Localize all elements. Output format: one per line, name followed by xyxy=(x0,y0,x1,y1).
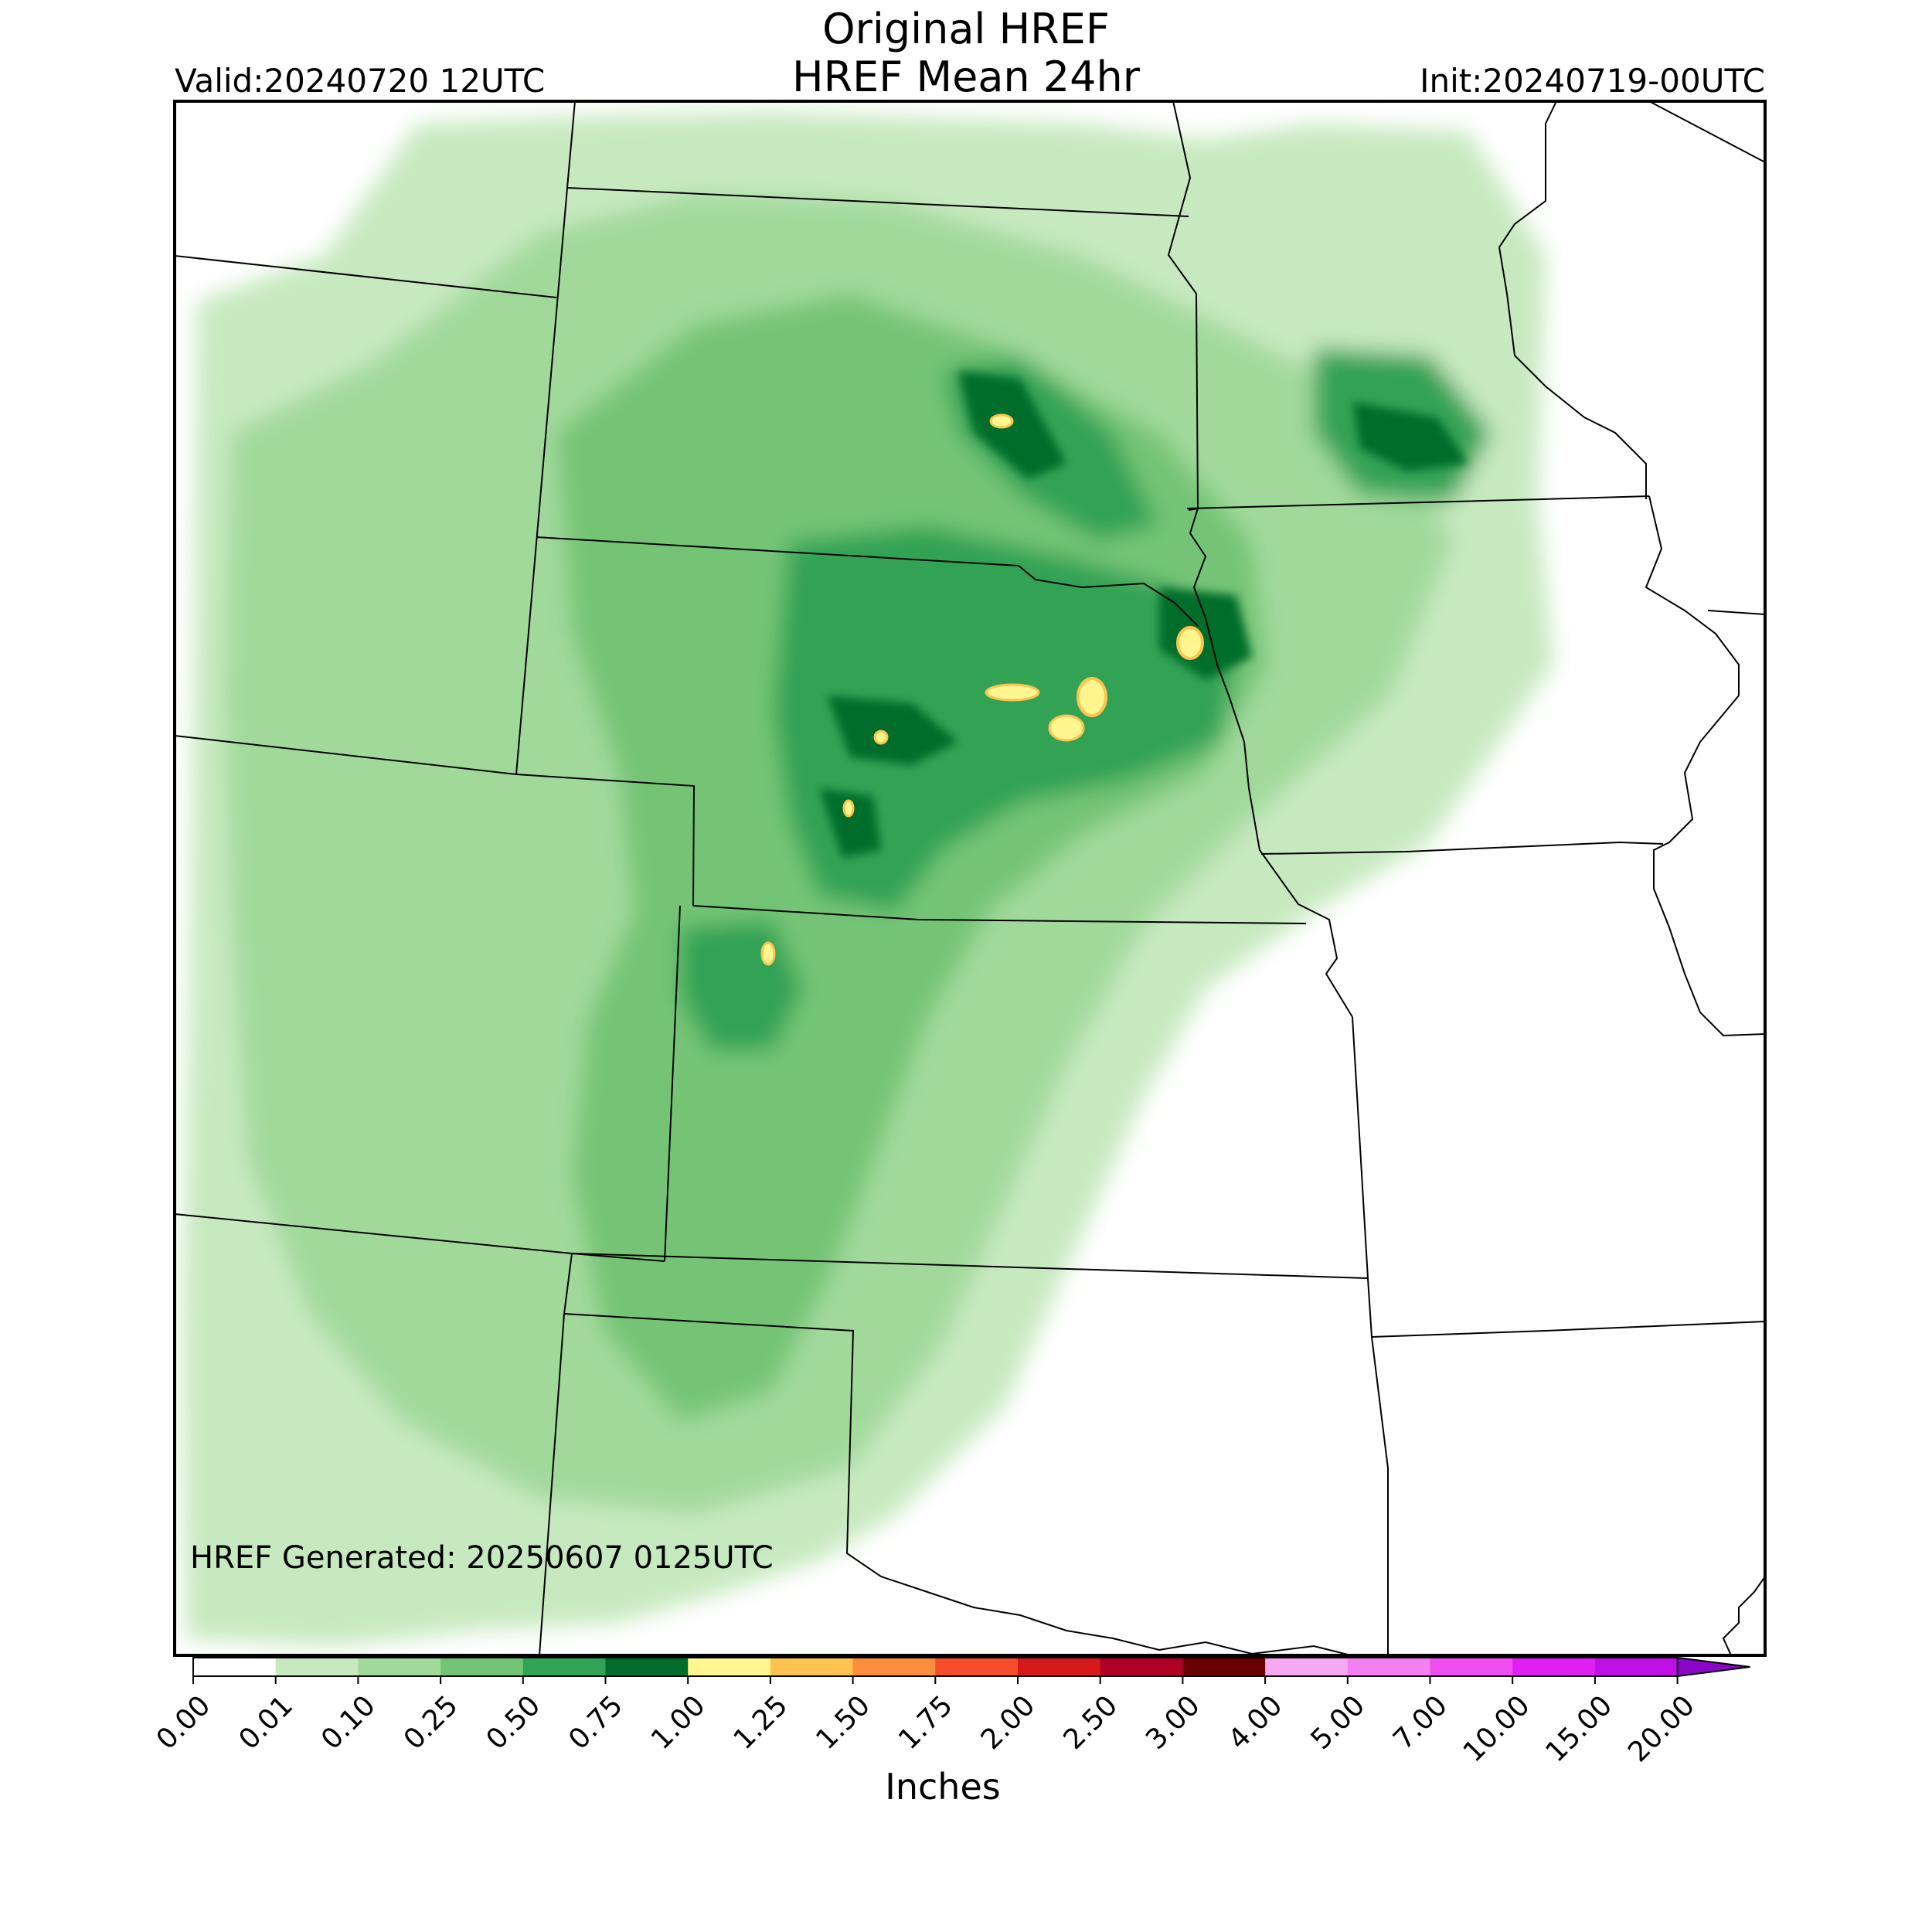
precip-spot-8 xyxy=(760,941,776,966)
border-mn-wi xyxy=(1498,101,1647,499)
colorbar-swatch xyxy=(1512,1658,1596,1676)
colorbar-swatch xyxy=(275,1658,359,1676)
border-ar-south xyxy=(1722,1576,1765,1655)
border-mo-river xyxy=(1189,508,1353,1018)
colorbar-tick-label: 20.00 xyxy=(1622,1689,1701,1768)
colorbar-tick-label: 5.00 xyxy=(1305,1689,1372,1756)
colorbar-swatch xyxy=(522,1658,606,1676)
border-ne-ks xyxy=(692,905,1307,924)
colorbar-tick-label: 1.00 xyxy=(645,1689,712,1756)
precip-spot-4 xyxy=(1077,677,1107,717)
colorbar-tick-label: 0.25 xyxy=(398,1689,464,1756)
colorbar-tick-label: 1.50 xyxy=(810,1689,876,1756)
colorbar-swatch xyxy=(688,1658,771,1676)
colorbar-swatch xyxy=(1430,1658,1513,1676)
precip-spot-5 xyxy=(1048,714,1085,742)
border-mt-wy xyxy=(175,255,557,298)
border-ia-mo xyxy=(1260,841,1664,855)
generated-annotation: HREF Generated: 20250607 0125UTC xyxy=(190,1540,774,1576)
colorbar-label: Inches xyxy=(885,1766,1001,1808)
colorbar-tick-label: 0.75 xyxy=(563,1689,629,1756)
border-ok-panhandle xyxy=(563,1313,1352,1655)
colorbar-swatch xyxy=(852,1658,936,1676)
title-line-1: Original HREF xyxy=(822,5,1110,53)
colorbar-tick-label: 4.00 xyxy=(1223,1689,1289,1756)
precip-field xyxy=(182,112,1553,1646)
colorbar-tick-label: 1.25 xyxy=(728,1689,794,1756)
border-wy-west-south xyxy=(175,735,517,775)
colorbar-swatch xyxy=(440,1658,524,1676)
colorbar-tick-label: 0.10 xyxy=(315,1689,382,1756)
colorbar-swatch xyxy=(1347,1658,1430,1676)
title-line-2: HREF Mean 24hr xyxy=(792,53,1140,101)
state-borders xyxy=(175,101,1765,1655)
colorbar-extend-arrow xyxy=(1676,1656,1750,1678)
precip-area-075d xyxy=(819,788,881,858)
border-sd-ne xyxy=(536,536,1199,627)
precip-area-075a xyxy=(827,696,958,765)
colorbar-tick-label: 2.00 xyxy=(975,1689,1042,1756)
colorbar-tick-label: 7.00 xyxy=(1387,1689,1454,1756)
colorbar-tick-label: 3.00 xyxy=(1140,1689,1206,1756)
border-co-ks xyxy=(664,905,681,1262)
colorbar-tick-label: 1.75 xyxy=(893,1689,959,1756)
border-wi-mi xyxy=(1648,101,1765,163)
colorbar-tick-label: 0.00 xyxy=(151,1689,217,1756)
colorbar-swatch xyxy=(1594,1658,1679,1676)
precip-spot-1 xyxy=(989,413,1014,429)
colorbar-swatch xyxy=(1182,1658,1266,1676)
precip-spot-3 xyxy=(985,683,1040,702)
colorbar-swatch xyxy=(935,1658,1019,1676)
border-nd-sd xyxy=(566,187,1189,217)
colorbar: 0.00 0.01 0.10 0.25 0.50 0.75 1.00 1.25 1.50 1.75… xyxy=(151,1656,1750,1768)
border-ne-co-wy xyxy=(515,774,696,906)
border-mo-ar xyxy=(1371,1321,1765,1338)
valid-time: Valid:20240720 12UTC xyxy=(175,62,546,100)
border-ks-ok xyxy=(571,1253,665,1262)
colorbar-tick-label: 15.00 xyxy=(1539,1689,1618,1768)
map-frame xyxy=(173,100,1767,1657)
colorbar-tick-label: 0.01 xyxy=(233,1689,299,1756)
colorbar-tick-label: 0.50 xyxy=(481,1689,547,1756)
border-ia-east xyxy=(1645,495,1765,1037)
colorbar-swatch xyxy=(770,1658,854,1676)
colorbar-swatch xyxy=(1265,1658,1349,1676)
colorbar-swatch xyxy=(193,1658,277,1676)
border-il-in xyxy=(1707,610,1765,615)
colorbar-swatch xyxy=(605,1658,689,1676)
precip-area-075e xyxy=(1352,402,1468,471)
precip-spot-2 xyxy=(1176,626,1204,660)
precip-spot-7 xyxy=(842,799,855,818)
precip-area-075b xyxy=(958,371,1066,479)
colorbar-tick-label: 10.00 xyxy=(1458,1689,1536,1768)
colorbar-swatch xyxy=(1100,1658,1183,1676)
init-time: Init:20240719-00UTC xyxy=(1420,62,1765,100)
colorbar-swatch xyxy=(358,1658,441,1676)
colorbar-swatch xyxy=(1018,1658,1101,1676)
border-sd-iowa-mn xyxy=(1186,495,1650,509)
precip-spot-6 xyxy=(873,730,889,745)
precip-area-050 xyxy=(773,526,1236,912)
colorbar-tick-label: 2.50 xyxy=(1057,1689,1124,1756)
